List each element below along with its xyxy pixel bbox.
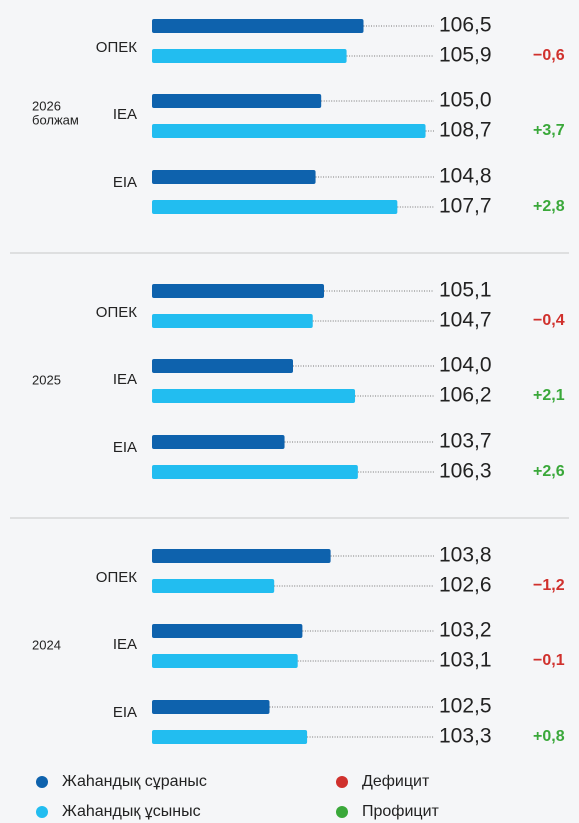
source-label: ОПЕК [96, 304, 137, 321]
value-label: 105,9 [439, 44, 492, 67]
legend-label: Дефицит [362, 773, 430, 790]
value-label: 103,7 [439, 430, 492, 453]
bar [152, 549, 331, 563]
bar [152, 170, 316, 184]
value-label: 106,5 [439, 14, 492, 37]
balance-label: −0,1 [533, 652, 565, 669]
balance-label: −1,2 [533, 577, 565, 594]
balance-label: +2,1 [533, 387, 565, 404]
value-label: 102,6 [439, 574, 492, 597]
value-label: 104,7 [439, 309, 492, 332]
bar [152, 654, 298, 668]
value-label: 107,7 [439, 195, 492, 218]
legend-label: Жаһандық ұсыныс [62, 803, 201, 820]
value-label: 106,2 [439, 384, 492, 407]
balance-label: −0,4 [533, 312, 565, 329]
legend-label: Жаһандық сұраныс [62, 773, 207, 790]
value-label: 105,0 [439, 89, 492, 112]
bar [152, 124, 426, 138]
balance-label: +2,6 [533, 463, 565, 480]
bar [152, 465, 358, 479]
source-label: EIA [113, 439, 137, 456]
balance-label: +0,8 [533, 728, 565, 745]
year-label: 2025 [32, 372, 61, 387]
bar [152, 359, 293, 373]
legend-swatch [36, 776, 48, 788]
bar [152, 284, 325, 298]
bar [152, 49, 347, 63]
bar [152, 19, 364, 33]
bar [152, 200, 398, 214]
value-label: 105,1 [439, 279, 492, 302]
value-label: 103,1 [439, 649, 492, 672]
bar [152, 624, 303, 638]
value-label: 103,8 [439, 544, 492, 567]
year-label: 2024 [32, 637, 61, 652]
value-label: 108,7 [439, 119, 492, 142]
source-label: EIA [113, 174, 137, 191]
value-label: 104,8 [439, 165, 492, 188]
source-label: IEA [113, 371, 137, 388]
balance-label: +3,7 [533, 122, 565, 139]
value-label: 103,2 [439, 619, 492, 642]
legend-label: Профицит [362, 803, 440, 820]
legend-swatch [336, 776, 348, 788]
legend-swatch [36, 806, 48, 818]
bar [152, 94, 322, 108]
value-label: 106,3 [439, 460, 492, 483]
year-label: 2026 [32, 98, 61, 113]
bar [152, 389, 356, 403]
bar [152, 314, 313, 328]
source-label: IEA [113, 636, 137, 653]
source-label: EIA [113, 704, 137, 721]
value-label: 102,5 [439, 695, 492, 718]
value-label: 103,3 [439, 725, 492, 748]
bar [152, 579, 275, 593]
source-label: IEA [113, 106, 137, 123]
bar [152, 700, 270, 714]
source-label: ОПЕК [96, 569, 137, 586]
bar [152, 435, 285, 449]
source-label: ОПЕК [96, 39, 137, 56]
legend-swatch [336, 806, 348, 818]
balance-label: −0,6 [533, 47, 565, 64]
balance-label: +2,8 [533, 198, 565, 215]
year-sublabel: болжам [32, 112, 79, 127]
bar [152, 730, 308, 744]
value-label: 104,0 [439, 354, 492, 377]
